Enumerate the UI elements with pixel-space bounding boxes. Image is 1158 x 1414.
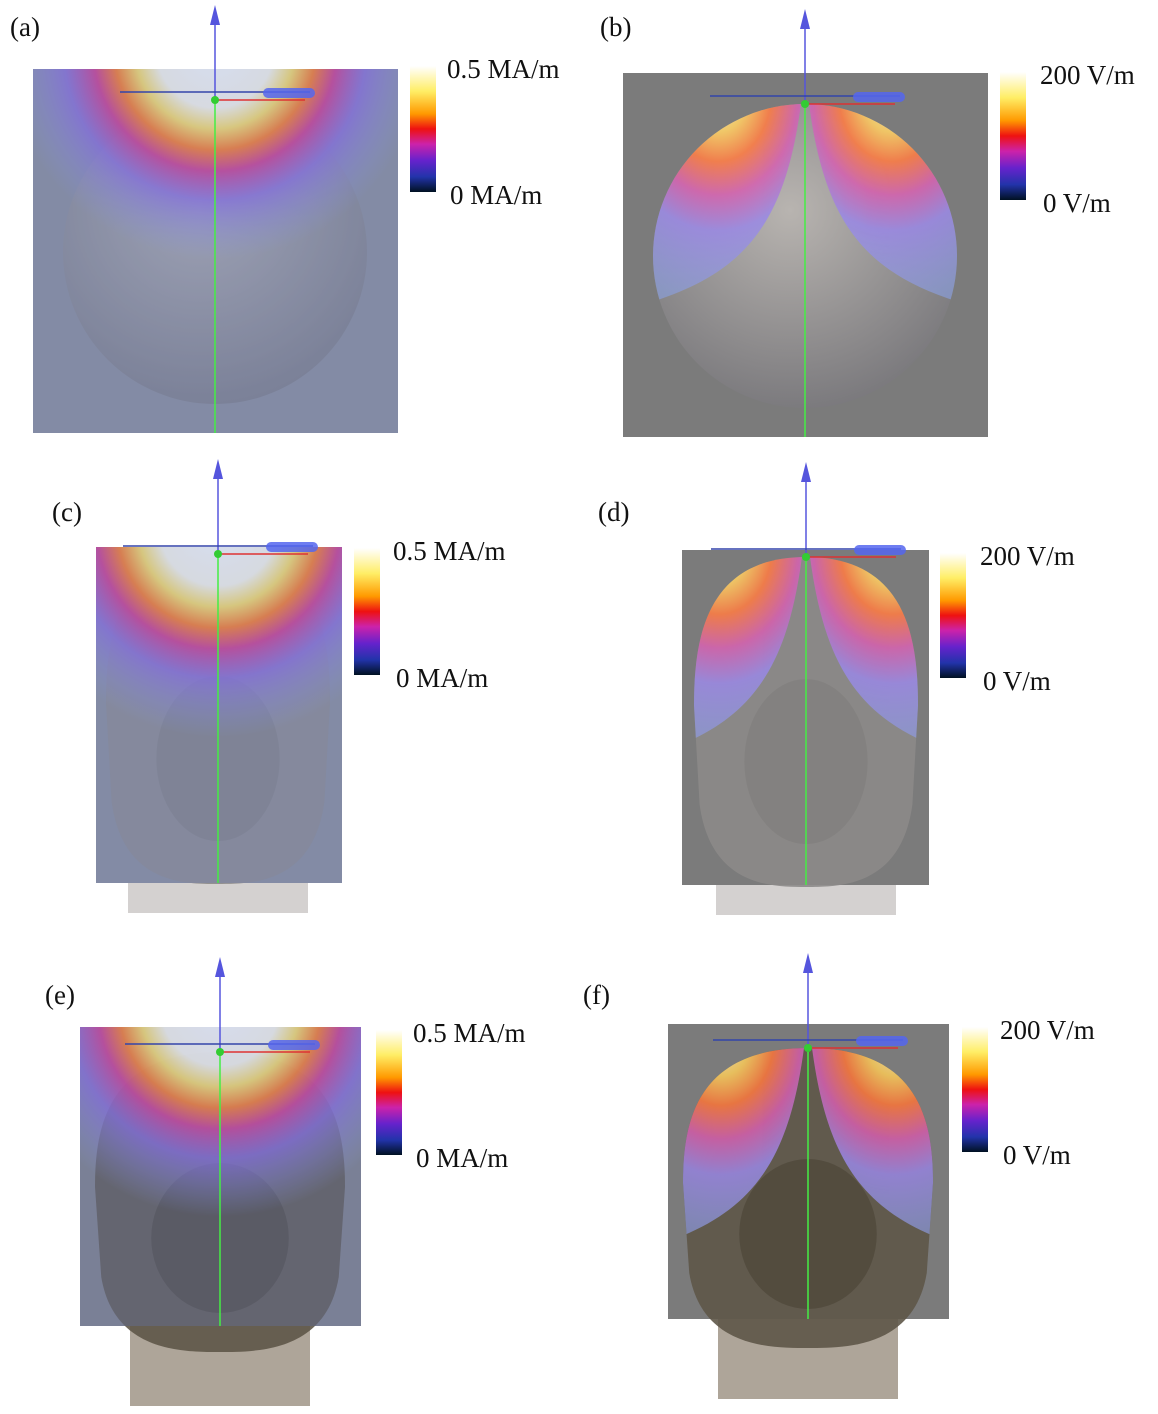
colorbar bbox=[410, 66, 436, 192]
figure: (a) 0.5 MA/m 0 MA/m (b) 200 V/m 0 V/m (c) 0.5 M… bbox=[0, 0, 1158, 1414]
coil bbox=[268, 1040, 320, 1050]
coil bbox=[853, 92, 905, 102]
coil bbox=[263, 88, 315, 98]
arrow-blue bbox=[803, 953, 813, 973]
origin bbox=[214, 550, 222, 558]
coil bbox=[856, 1036, 908, 1046]
colorbar bbox=[940, 553, 966, 678]
colorbar-max-label: 200 V/m bbox=[1000, 1015, 1095, 1045]
coil bbox=[854, 545, 906, 555]
arrow-blue bbox=[801, 462, 811, 482]
colorbar-max-label: 0.5 MA/m bbox=[447, 54, 560, 84]
colorbar-min-label: 0 MA/m bbox=[450, 180, 542, 210]
arrow-blue bbox=[800, 9, 810, 29]
panel-label: (e) bbox=[45, 980, 75, 1010]
origin bbox=[211, 96, 219, 104]
coil bbox=[266, 542, 318, 552]
colorbar-max-label: 0.5 MA/m bbox=[393, 536, 506, 566]
origin bbox=[802, 553, 810, 561]
colorbar-max-label: 0.5 MA/m bbox=[413, 1018, 526, 1048]
origin bbox=[216, 1048, 224, 1056]
colorbar bbox=[962, 1027, 988, 1152]
colorbar-min-label: 0 V/m bbox=[983, 666, 1051, 696]
origin bbox=[804, 1044, 812, 1052]
panel-label: (d) bbox=[598, 497, 629, 527]
colorbar-min-label: 0 MA/m bbox=[416, 1143, 508, 1173]
panel-label: (a) bbox=[10, 12, 40, 42]
colorbar-max-label: 200 V/m bbox=[1040, 60, 1135, 90]
panel: (a) 0.5 MA/m 0 MA/m bbox=[5, 0, 560, 433]
panel-label: (c) bbox=[52, 497, 82, 527]
colorbar bbox=[1000, 72, 1026, 200]
colorbar-min-label: 0 V/m bbox=[1043, 188, 1111, 218]
arrow-blue bbox=[210, 5, 220, 25]
colorbar bbox=[376, 1030, 402, 1155]
panel: (f) 200 V/m 0 V/m bbox=[583, 953, 1095, 1399]
panel: (d) 200 V/m 0 V/m bbox=[598, 462, 1075, 915]
panel-label: (b) bbox=[600, 12, 631, 42]
field-tint bbox=[96, 547, 342, 883]
arrow-blue bbox=[215, 957, 225, 977]
arrow-blue bbox=[213, 459, 223, 479]
origin bbox=[801, 100, 809, 108]
panel-label: (f) bbox=[583, 980, 610, 1010]
colorbar-min-label: 0 MA/m bbox=[396, 663, 488, 693]
colorbar-max-label: 200 V/m bbox=[980, 541, 1075, 571]
colorbar bbox=[354, 548, 380, 675]
panel: (b) 200 V/m 0 V/m bbox=[600, 9, 1135, 437]
colorbar-min-label: 0 V/m bbox=[1003, 1140, 1071, 1170]
